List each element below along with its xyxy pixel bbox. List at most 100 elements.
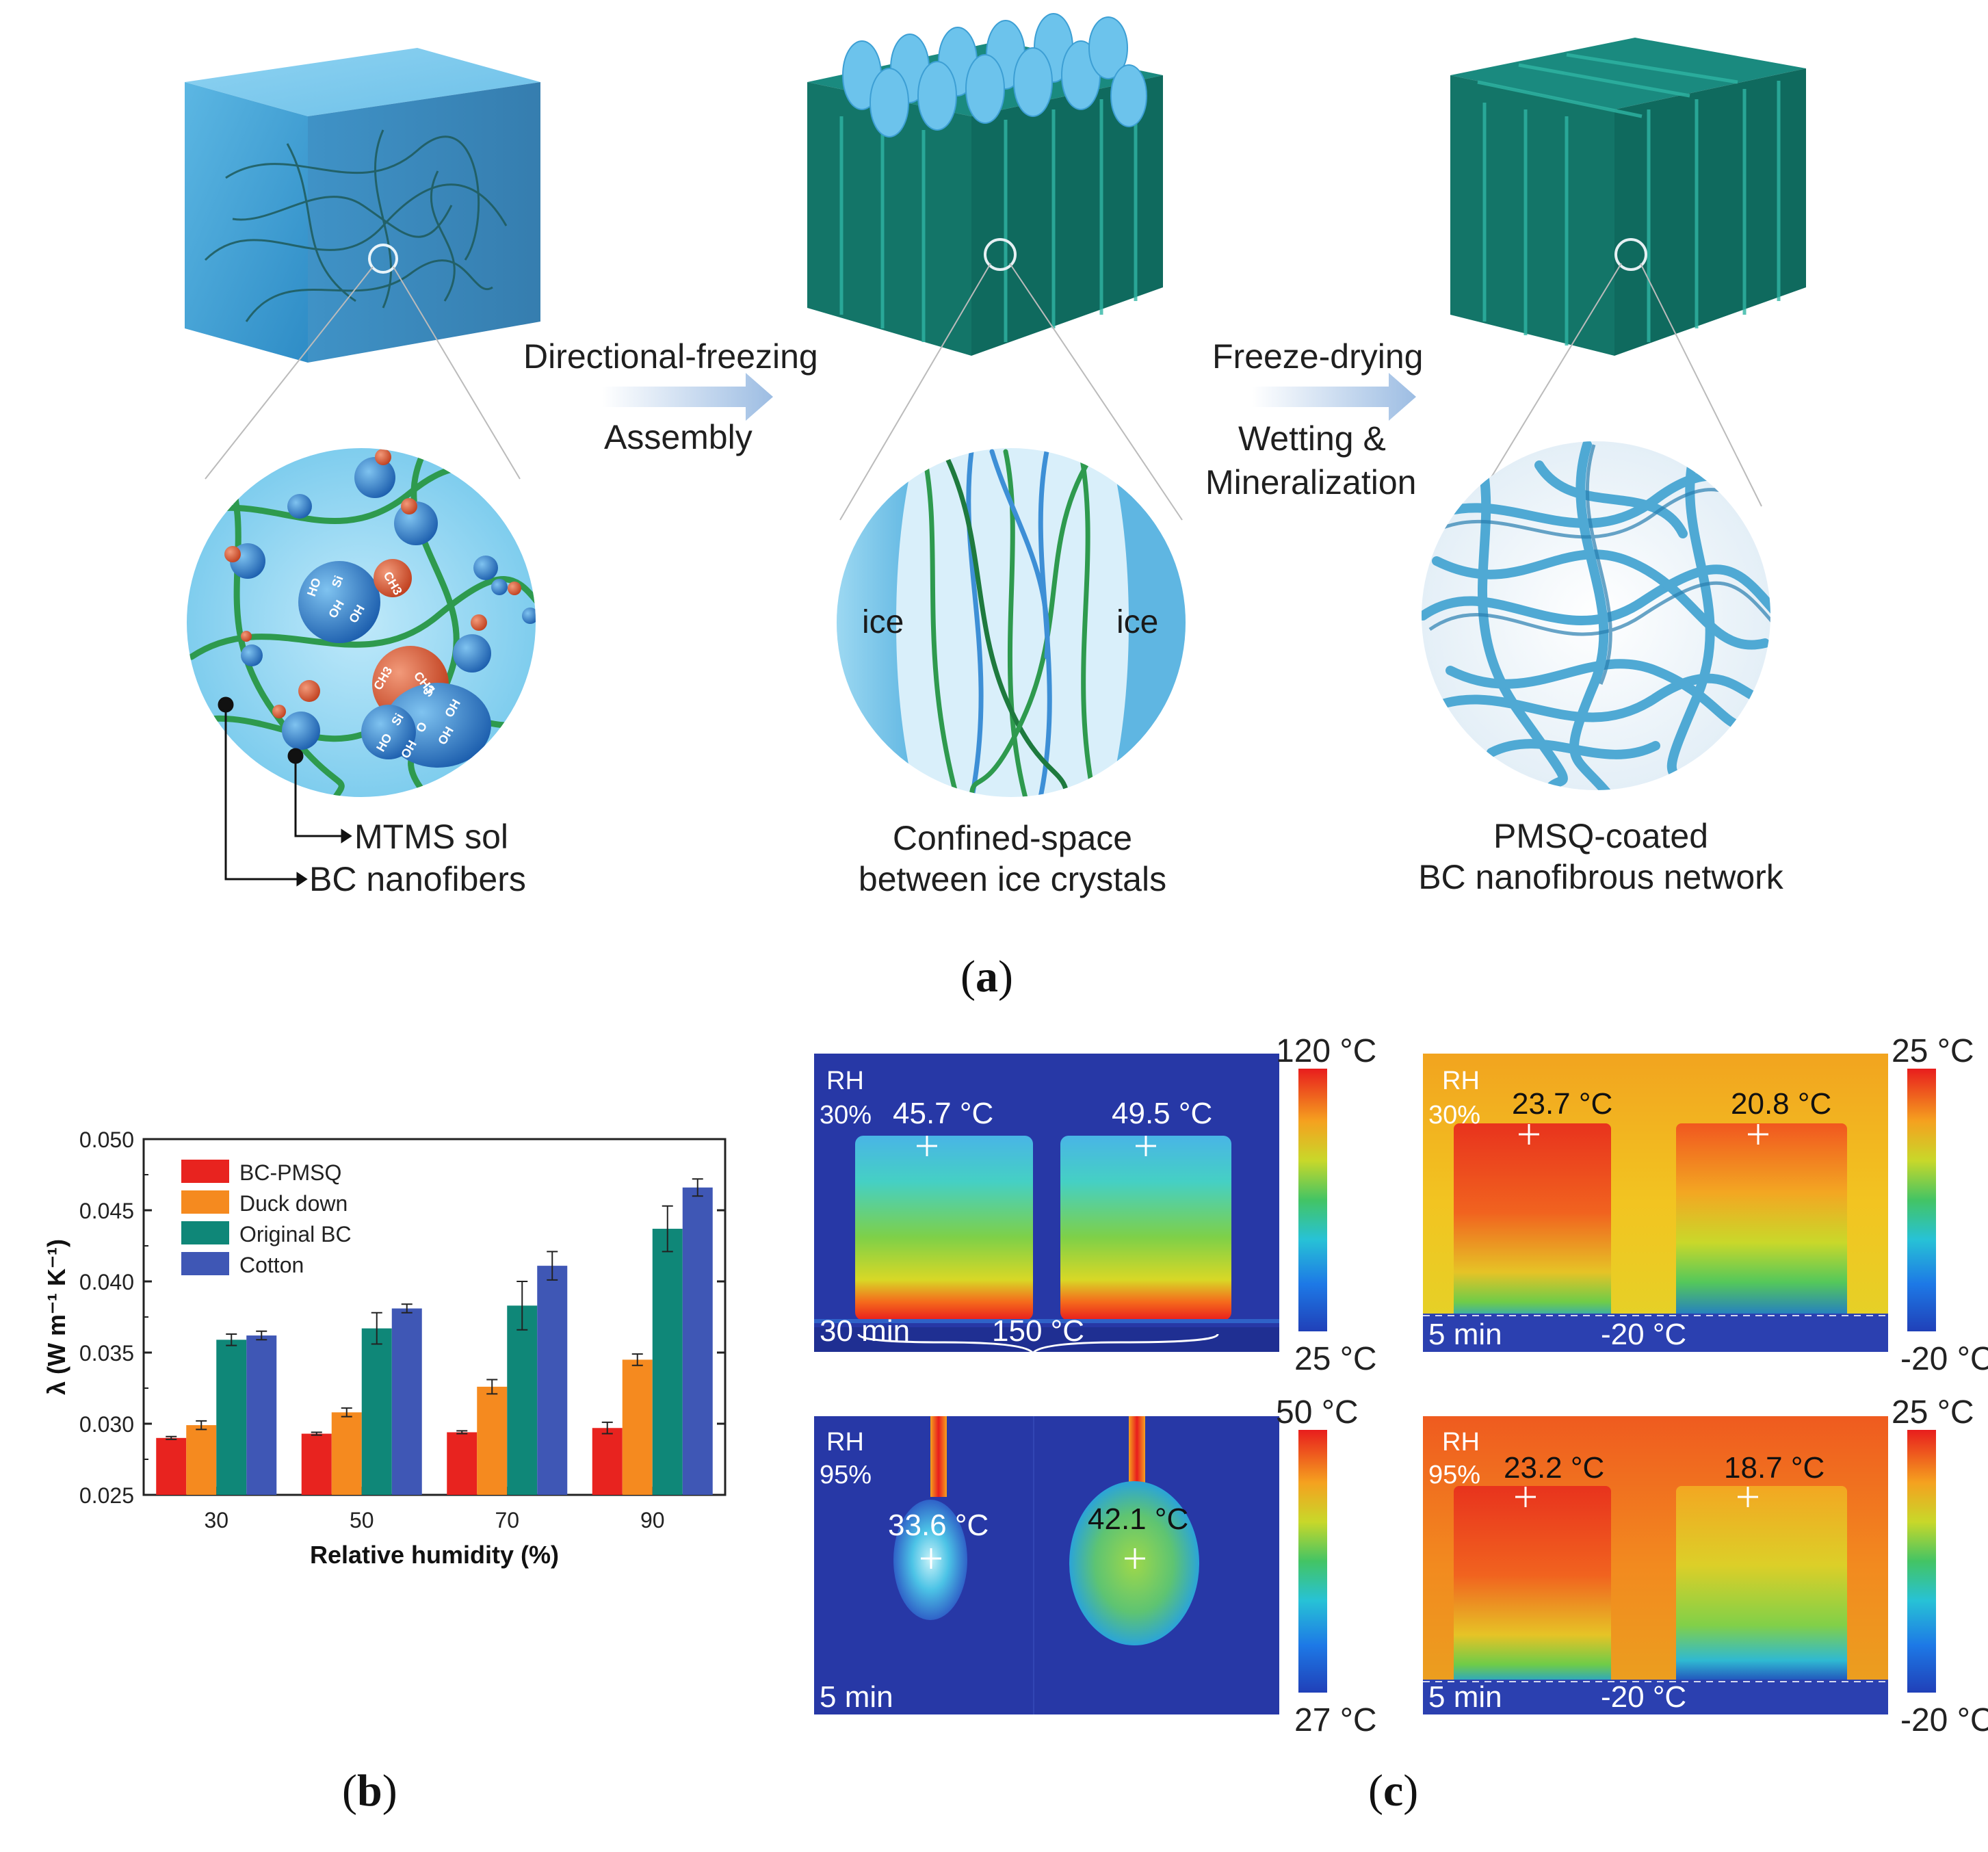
img2-condition: -20 °C bbox=[1601, 1318, 1686, 1351]
panel-a-illustration: HO Si OH OH CH3 CH3 CH3 Si Si O OH OH HO… bbox=[185, 13, 1806, 887]
img4-colorbar bbox=[1907, 1430, 1936, 1693]
y-tick-label: 0.035 bbox=[79, 1341, 134, 1366]
step1-label-bottom: Assembly bbox=[604, 418, 753, 456]
aerogel-cube bbox=[1450, 38, 1806, 356]
panel-a-label: (a) bbox=[960, 952, 1013, 1002]
bar-duck-down bbox=[331, 1412, 362, 1495]
x-axis-label: Relative humidity (%) bbox=[310, 1541, 559, 1569]
legend-label: BC-PMSQ bbox=[239, 1160, 341, 1185]
y-tick-label: 0.050 bbox=[79, 1127, 134, 1152]
thermal-image-hot-30: RH 30% 45.7 °C 49.5 °C 30 min 150 °C 120… bbox=[814, 1033, 1377, 1377]
img2-time: 5 min bbox=[1428, 1318, 1502, 1351]
bar-cotton bbox=[537, 1266, 568, 1495]
img4-rh-value: 95% bbox=[1428, 1461, 1480, 1489]
img1-time: 30 min bbox=[820, 1314, 910, 1348]
ice-templated-cube bbox=[807, 13, 1163, 356]
img4-scale-max: 25 °C bbox=[1892, 1394, 1974, 1431]
bar-cotton bbox=[391, 1308, 422, 1495]
bar-duck-down bbox=[477, 1386, 508, 1495]
panel-b-label: (b) bbox=[342, 1766, 397, 1816]
img2-rh-value: 30% bbox=[1428, 1101, 1480, 1130]
img2-scale-min: -20 °C bbox=[1900, 1341, 1988, 1377]
y-axis-label: λ (W m⁻¹ K⁻¹) bbox=[42, 1239, 70, 1395]
bar-original-bc bbox=[507, 1305, 538, 1495]
bar-cotton bbox=[246, 1335, 277, 1495]
x-tick-label: 50 bbox=[350, 1508, 374, 1533]
bar-duck-down bbox=[186, 1425, 217, 1495]
legend-label: Cotton bbox=[239, 1253, 304, 1277]
img1-colorbar bbox=[1298, 1069, 1327, 1331]
img3-temp-right: 42.1 °C bbox=[1088, 1502, 1188, 1536]
img1-temp-left: 45.7 °C bbox=[893, 1097, 993, 1130]
bar-bc-pmsq bbox=[592, 1428, 623, 1495]
bar-bc-pmsq bbox=[301, 1433, 332, 1495]
right-caption-2: BC nanofibrous network bbox=[1418, 858, 1783, 896]
legend-leaders bbox=[218, 696, 352, 887]
thermal-image-cold-30: RH 30% 23.7 °C 20.8 °C 5 min -20 °C 25 °… bbox=[1423, 1033, 1988, 1377]
img4-temp-left: 23.2 °C bbox=[1504, 1451, 1604, 1485]
y-tick-label: 0.040 bbox=[79, 1270, 134, 1294]
legend-label: Duck down bbox=[239, 1191, 348, 1216]
bar-bc-pmsq bbox=[447, 1432, 478, 1495]
step1-label-top: Directional-freezing bbox=[523, 337, 818, 376]
chem-si-1: Si bbox=[329, 574, 346, 590]
sol-zoom-circle: HO Si OH OH CH3 CH3 CH3 Si Si O OH OH HO… bbox=[187, 448, 536, 797]
thermal-image-warm-95: RH 95% 33.6 °C 42.1 °C 5 min 50 °C 27 °C bbox=[814, 1394, 1377, 1738]
legend-label: Original BC bbox=[239, 1222, 352, 1247]
img1-rh: RH bbox=[826, 1067, 864, 1095]
img1-temp-right: 49.5 °C bbox=[1112, 1097, 1212, 1130]
bar-original-bc bbox=[216, 1340, 247, 1495]
legend-swatch bbox=[181, 1252, 229, 1275]
ice-label-left: ice bbox=[862, 604, 904, 640]
y-tick-label: 0.045 bbox=[79, 1199, 134, 1223]
img2-rh: RH bbox=[1442, 1067, 1480, 1095]
img3-scale-min: 27 °C bbox=[1294, 1702, 1377, 1738]
process-arrow-1 bbox=[602, 373, 773, 421]
mid-caption-2: between ice crystals bbox=[858, 860, 1167, 898]
thermal-conductivity-chart: 0.025 0.030 0.035 0.040 0.045 0.050 30 50 70 90 Re… bbox=[42, 1127, 727, 1569]
sol-cube bbox=[185, 48, 540, 363]
img3-temp-left: 33.6 °C bbox=[888, 1509, 989, 1542]
right-caption-1: PMSQ-coated bbox=[1493, 817, 1708, 855]
ice-zoom-circle: ice ice bbox=[837, 448, 1186, 797]
process-arrow-2 bbox=[1252, 373, 1416, 421]
legend-swatch bbox=[181, 1221, 229, 1244]
bar-original-bc bbox=[361, 1328, 392, 1495]
img4-temp-right: 18.7 °C bbox=[1724, 1451, 1824, 1485]
thermal-images: RH 30% 45.7 °C 49.5 °C 30 min 150 °C 120… bbox=[814, 1033, 1988, 1738]
step2-label-bottom-2: Mineralization bbox=[1205, 463, 1417, 501]
img2-scale-max: 25 °C bbox=[1892, 1033, 1974, 1069]
img2-temp-right: 20.8 °C bbox=[1731, 1087, 1831, 1121]
legend-swatch bbox=[181, 1190, 229, 1214]
panel-c-label: (c) bbox=[1368, 1766, 1419, 1816]
bar-original-bc bbox=[652, 1229, 683, 1495]
img4-scale-min: -20 °C bbox=[1900, 1702, 1988, 1738]
bar-bc-pmsq bbox=[156, 1437, 187, 1495]
bar-duck-down bbox=[622, 1359, 653, 1495]
y-tick-label: 0.030 bbox=[79, 1412, 134, 1437]
img3-rh: RH bbox=[826, 1428, 864, 1457]
x-tick-label: 70 bbox=[495, 1508, 519, 1533]
img1-condition: 150 °C bbox=[992, 1314, 1084, 1348]
mid-caption-1: Confined-space bbox=[892, 819, 1133, 857]
legend-mtms-sol: MTMS sol bbox=[354, 818, 508, 856]
img2-colorbar bbox=[1907, 1069, 1936, 1331]
y-tick-label: 0.025 bbox=[79, 1483, 134, 1508]
img3-time: 5 min bbox=[820, 1680, 893, 1714]
img3-colorbar bbox=[1298, 1430, 1327, 1693]
x-tick-label: 90 bbox=[640, 1508, 665, 1533]
step2-label-bottom-1: Wetting & bbox=[1238, 419, 1386, 458]
ice-label-right: ice bbox=[1116, 604, 1158, 640]
step2-label-top: Freeze-drying bbox=[1212, 337, 1424, 376]
img4-rh: RH bbox=[1442, 1428, 1480, 1457]
bar-cotton bbox=[682, 1187, 713, 1495]
img3-scale-max: 50 °C bbox=[1276, 1394, 1359, 1431]
img1-scale-min: 25 °C bbox=[1294, 1341, 1377, 1377]
img1-rh-value: 30% bbox=[820, 1101, 872, 1130]
x-tick-label: 30 bbox=[204, 1508, 228, 1533]
legend-bc-nanofibers: BC nanofibers bbox=[309, 860, 526, 898]
img4-condition: -20 °C bbox=[1601, 1680, 1686, 1714]
img2-temp-left: 23.7 °C bbox=[1512, 1087, 1612, 1121]
img1-scale-max: 120 °C bbox=[1276, 1033, 1376, 1069]
img4-time: 5 min bbox=[1428, 1680, 1502, 1714]
